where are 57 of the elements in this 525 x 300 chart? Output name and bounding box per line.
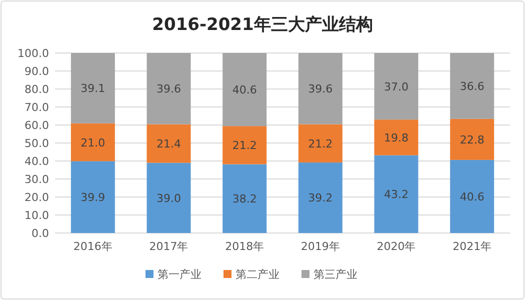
y-tick-label: 100.0 [18, 47, 49, 60]
data-label: 37.0 [384, 80, 408, 94]
bar [298, 162, 342, 233]
chart-title: 2016-2021年三大产业结构 [152, 15, 373, 35]
bar [450, 53, 494, 119]
y-tick-label: 10.0 [24, 209, 49, 222]
data-label: 39.1 [80, 82, 106, 96]
data-label: 21.0 [80, 136, 106, 150]
data-label: 40.6 [232, 84, 257, 97]
bar [374, 120, 418, 156]
y-tick-label: 70.0 [24, 101, 49, 114]
data-label: 39.2 [308, 192, 333, 205]
bar [374, 53, 418, 120]
data-label: 40.6 [460, 190, 484, 204]
y-tick-label: 40.0 [24, 155, 49, 168]
x-tick-label: 2018年 [225, 240, 264, 253]
data-label: 21.2 [308, 137, 333, 150]
y-tick-label: 0.0 [32, 227, 49, 240]
data-label: 43.2 [384, 188, 408, 202]
y-tick-label: 60.0 [24, 119, 49, 132]
data-label: 19.8 [384, 131, 408, 144]
data-label: 38.2 [232, 192, 257, 206]
bar [298, 53, 342, 124]
data-label: 21.4 [156, 138, 181, 151]
x-tick-label: 2017年 [149, 240, 188, 253]
bar [222, 164, 267, 233]
legend-label: 第二产业 [236, 268, 280, 281]
y-tick-label: 30.0 [24, 173, 49, 186]
data-label: 39.0 [156, 192, 181, 205]
bar [222, 53, 267, 126]
y-tick-label: 80.0 [24, 83, 49, 96]
data-label: 39.6 [156, 82, 181, 96]
bar [222, 126, 267, 164]
bar [70, 161, 115, 233]
y-tick-label: 90.0 [24, 65, 49, 78]
bar [450, 160, 494, 233]
data-label: 36.6 [460, 80, 484, 93]
y-tick-label: 20.0 [24, 191, 49, 204]
bar [146, 53, 191, 124]
x-tick-label: 2021年 [452, 240, 492, 253]
bar [298, 124, 342, 162]
data-label: 21.2 [232, 139, 257, 152]
data-label: 39.6 [308, 82, 333, 96]
bar [146, 162, 191, 233]
bar [70, 53, 115, 124]
legend-label: 第一产业 [158, 268, 202, 281]
legend-label: 第三产业 [314, 268, 358, 281]
bar [70, 123, 115, 162]
x-tick-label: 2019年 [300, 240, 340, 253]
bar [450, 118, 494, 160]
bar [146, 124, 191, 163]
bar [374, 155, 418, 233]
data-label: 22.8 [460, 133, 484, 146]
y-tick-label: 50.0 [24, 137, 49, 150]
data-label: 39.9 [80, 191, 106, 204]
x-tick-label: 2016年 [73, 240, 112, 253]
x-tick-label: 2020年 [376, 240, 416, 253]
